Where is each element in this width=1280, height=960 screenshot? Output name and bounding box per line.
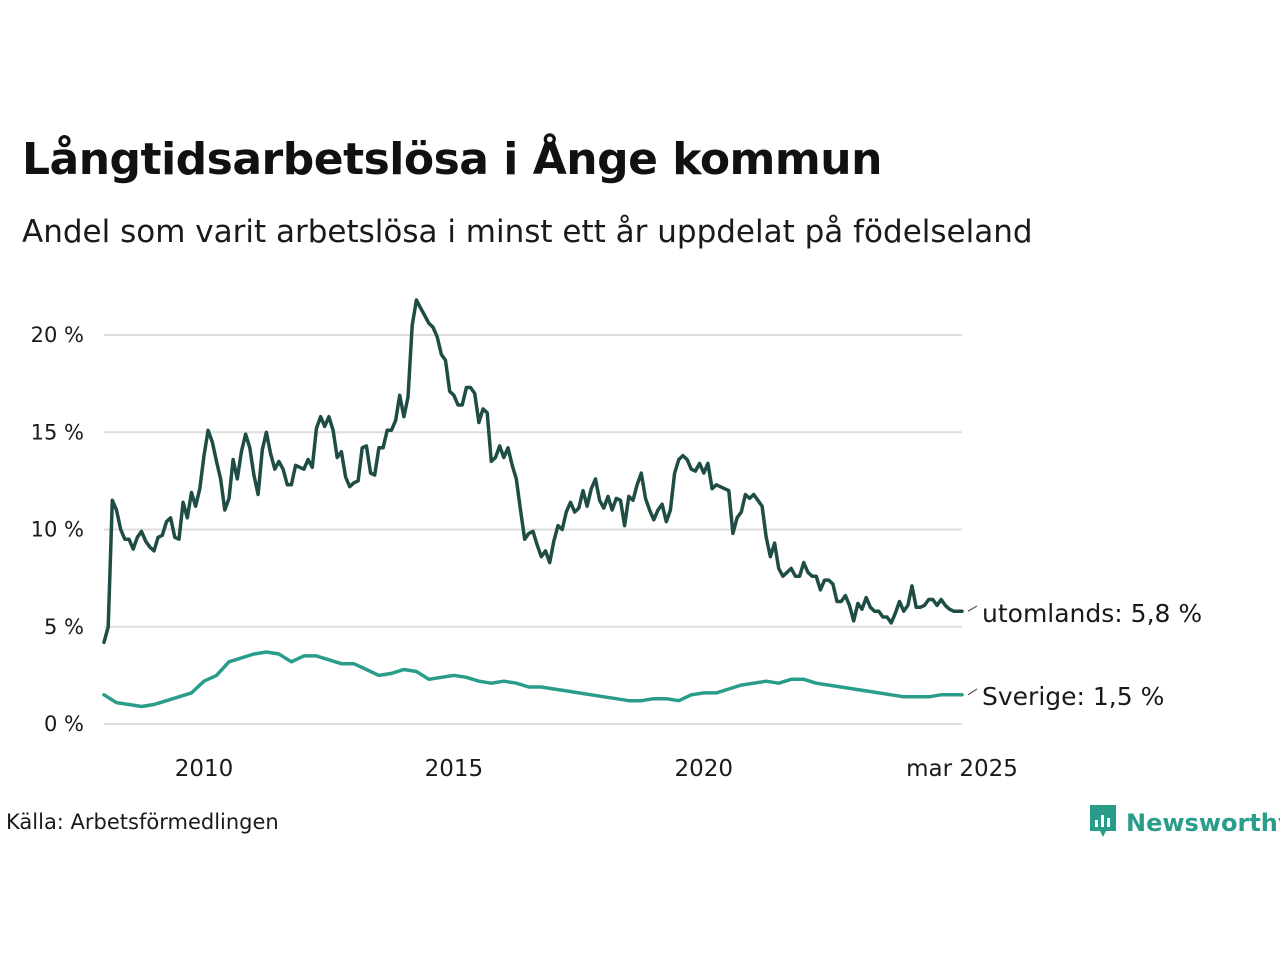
chart-subtitle: Andel som varit arbetslösa i minst ett å… [22,214,1033,250]
brand-logo[interactable]: Newsworthy [1088,803,1280,843]
y-tick-label: 0 % [44,712,84,736]
gridlines [104,334,962,725]
series-line-utomlands [102,298,964,645]
chart-title: Långtidsarbetslösa i Ånge kommun [22,134,882,185]
series-label-utomlands: utomlands: 5,8 % [982,599,1202,628]
y-axis: 0 % 5 % 10 % 15 % 20 % [31,323,84,736]
y-tick-label: 5 % [44,615,84,639]
x-axis: 2010 2015 2020 mar 2025 [175,756,1018,782]
brand-name: Newsworthy [1126,809,1280,837]
x-tick-label: 2020 [674,756,733,782]
x-tick-label: 2010 [175,756,234,782]
x-tick-label: mar 2025 [906,756,1018,782]
label-leader-utomlands [967,605,978,612]
series-lines [102,298,964,709]
y-tick-label: 15 % [31,420,84,444]
series-end-labels: utomlands: 5,8 % Sverige: 1,5 % [967,599,1202,711]
y-tick-label: 20 % [31,323,84,347]
y-tick-label: 10 % [31,518,84,542]
newsworthy-logo-icon [1088,803,1118,843]
label-leader-sverige [967,688,978,696]
x-tick-label: 2015 [425,756,484,782]
series-line-sverige [102,650,964,709]
source-note: Källa: Arbetsförmedlingen [6,810,279,834]
series-label-sverige: Sverige: 1,5 % [982,682,1164,711]
